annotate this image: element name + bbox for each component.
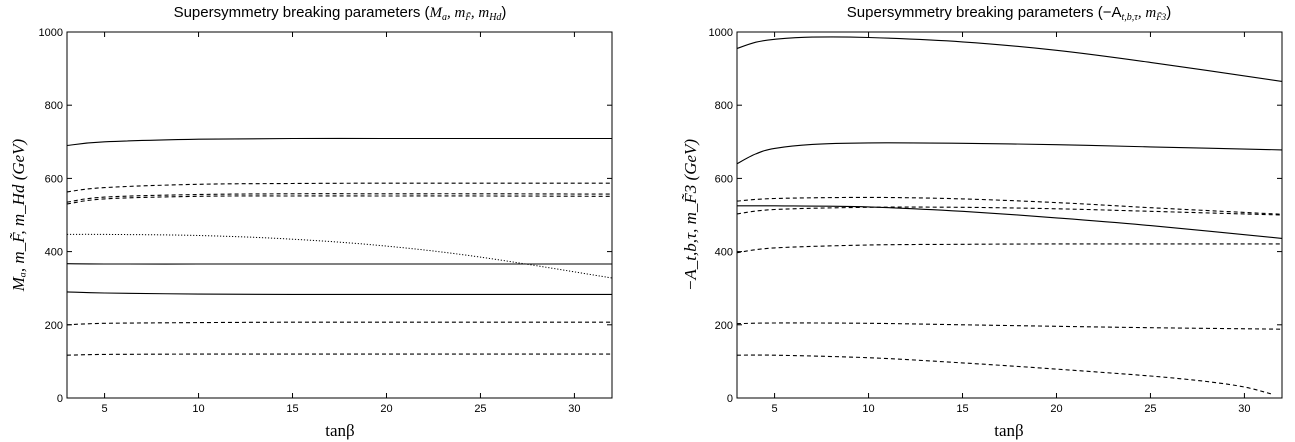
chart-left-xtick-label: 10: [192, 403, 204, 415]
chart-left-ytick-label: 800: [45, 100, 63, 112]
chart-right-ytick-label: 200: [715, 320, 733, 332]
chart-right-series-line-2: [736, 142, 1283, 165]
chart-right-xtick-label: 20: [1050, 403, 1062, 415]
chart-left-series-line-8: [66, 321, 612, 326]
chart-left-xtick-label: 5: [102, 403, 108, 415]
chart-left-series-line-2: [66, 182, 612, 193]
chart-right-series-line-3: [736, 196, 1283, 215]
chart-left-xtick-label: 15: [286, 403, 298, 415]
chart-right-xlabel: tanβ: [994, 421, 1023, 440]
chart-left-xlabel: tanβ: [325, 421, 354, 440]
chart-right-ytick-label: 1000: [709, 27, 733, 39]
chart-left-ytick-label: 600: [45, 173, 63, 185]
chart-left-ytick-label: 0: [57, 393, 63, 405]
chart-left-series-line-5: [66, 233, 613, 279]
chart-left-title: Supersymmetry breaking parameters (Ma, m…: [174, 4, 507, 23]
chart-left-xtick-label: 20: [380, 403, 392, 415]
chart-right-ytick-label: 800: [715, 100, 733, 112]
chart-right-axes: 5 10 15 20 25 30 0 200 400 600 800 1000: [709, 27, 1282, 415]
chart-right-xtick-label: 10: [862, 403, 874, 415]
chart-left-ytick-label: 200: [45, 320, 63, 332]
chart-right-xtick-label: 5: [772, 403, 778, 415]
chart-right-ytick-label: 400: [715, 247, 733, 259]
chart-right-xtick-label: 15: [956, 403, 968, 415]
chart-left-xtick-label: 25: [474, 403, 486, 415]
chart-left-xtick-label: 30: [568, 403, 580, 415]
chart-left: Supersymmetry breaking parameters (Ma, m…: [9, 4, 613, 440]
chart-right-series: [736, 36, 1283, 395]
chart-left-axes: 5 10 15 20 25 30 0 200 400 600 800 1000: [39, 27, 612, 415]
chart-right-title: Supersymmetry breaking parameters (−At,b…: [847, 4, 1171, 23]
chart-left-series-line-4: [66, 195, 613, 205]
chart-right: Supersymmetry breaking parameters (−At,b…: [681, 4, 1283, 440]
chart-right-series-line-1: [736, 36, 1283, 82]
chart-left-series-line-3: [66, 193, 613, 203]
chart-right-xtick-label: 25: [1144, 403, 1156, 415]
chart-left-ytick-label: 1000: [39, 27, 63, 39]
chart-right-series-line-7: [736, 322, 1283, 330]
chart-right-series-line-8: [736, 354, 1273, 395]
chart-left-series-line-7: [66, 291, 612, 295]
chart-left-ytick-label: 400: [45, 247, 63, 259]
chart-left-plot-frame: [66, 31, 613, 399]
chart-right-xtick-label: 30: [1238, 403, 1250, 415]
chart-right-ytick-label: 0: [727, 393, 733, 405]
chart-left-series: [66, 137, 613, 356]
chart-left-series-line-9: [66, 353, 612, 356]
chart-right-series-line-5: [736, 206, 1283, 216]
chart-left-ylabel: Mₐ, m_F̃, m_Hd (GeV): [9, 138, 28, 292]
chart-right-ytick-label: 600: [715, 173, 733, 185]
chart-right-series-line-4: [736, 205, 1283, 239]
chart-left-series-line-1: [66, 137, 612, 147]
chart-right-plot-frame: [736, 31, 1283, 399]
chart-right-ylabel: −A_t,b,τ, m_F̃3 (GeV): [681, 139, 700, 291]
chart-right-series-line-6: [736, 243, 1282, 254]
